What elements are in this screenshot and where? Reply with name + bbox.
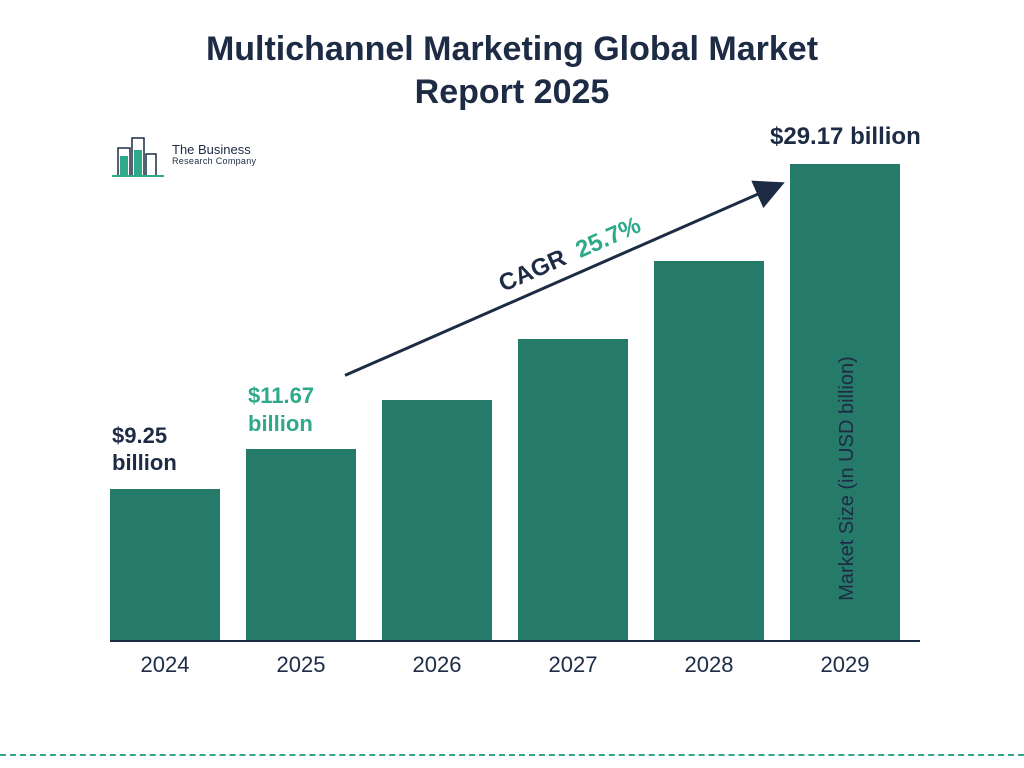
- value-label-2024: $9.25billion: [112, 422, 177, 477]
- page-title: Multichannel Marketing Global Market Rep…: [0, 0, 1024, 113]
- value-label-2029: $29.17 billion: [770, 122, 921, 152]
- cagr-arrow: [70, 120, 940, 700]
- xlabel-2025: 2025: [277, 652, 326, 678]
- value-label-2025: $11.67billion: [248, 382, 314, 437]
- xlabel-2029: 2029: [821, 652, 870, 678]
- bar-chart: CAGR 25.7% Market Size (in USD billion) …: [70, 120, 940, 700]
- xlabel-2028: 2028: [685, 652, 734, 678]
- title-line-2: Report 2025: [415, 73, 610, 111]
- y-axis-label: Market Size (in USD billion): [836, 356, 859, 601]
- xlabel-2026: 2026: [413, 652, 462, 678]
- title-line-1: Multichannel Marketing Global Market: [206, 30, 818, 68]
- bottom-dashed-line: [0, 754, 1024, 756]
- xlabel-2027: 2027: [549, 652, 598, 678]
- xlabel-2024: 2024: [141, 652, 190, 678]
